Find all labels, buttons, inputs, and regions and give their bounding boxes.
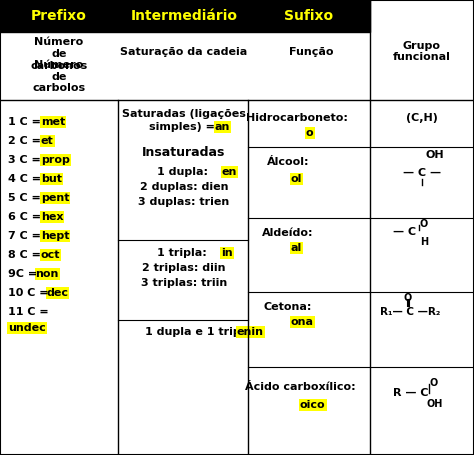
Text: 4 C =: 4 C = [8,174,45,184]
Text: 3 triplas: triin: 3 triplas: triin [141,278,227,288]
Text: Função: Função [289,47,333,57]
Text: H: H [420,237,428,247]
Text: o: o [306,128,314,138]
Text: Aldeído:: Aldeído: [262,228,314,238]
Text: — C: — C [393,227,416,237]
Text: Prefixo: Prefixo [31,9,87,23]
Text: carbonos: carbonos [30,61,88,71]
Text: 1 dupla:: 1 dupla: [156,167,211,177]
Text: Grupo: Grupo [403,41,441,51]
Text: R₁— C —R₂: R₁— C —R₂ [380,307,440,317]
Text: prop: prop [41,155,70,165]
Text: 5 C =: 5 C = [8,193,45,203]
Text: 1 dupla e 1 tripla:: 1 dupla e 1 tripla: [145,327,260,337]
Text: 2 C =: 2 C = [8,136,45,146]
Text: non: non [36,269,59,279]
Text: in: in [221,248,233,258]
Text: 2 triplas: diin: 2 triplas: diin [142,263,226,273]
Text: en: en [222,167,237,177]
Text: funcional: funcional [393,52,451,62]
Text: ol: ol [291,174,302,184]
Text: an: an [215,122,230,132]
Text: oct: oct [41,250,61,260]
Text: O: O [404,293,412,303]
Text: — C —: — C — [403,168,441,178]
Text: de: de [51,49,67,59]
Text: ona: ona [291,317,314,327]
Text: Insaturadas: Insaturadas [142,146,226,158]
Text: Hidrocarboneto:: Hidrocarboneto: [246,113,348,123]
Text: Álcool:: Álcool: [267,157,309,167]
Text: simples) =: simples) = [149,122,219,132]
Text: 10 C =: 10 C = [8,288,52,298]
Text: 9C =: 9C = [8,269,41,279]
Text: hept: hept [41,231,70,241]
Text: (C,H): (C,H) [406,113,438,123]
Text: 11 C =: 11 C = [8,307,49,317]
Text: 1 C =: 1 C = [8,117,45,127]
Text: Sufixo: Sufixo [284,9,334,23]
Text: dec: dec [46,288,69,298]
Text: al: al [291,243,302,253]
Text: Saturadas (ligações: Saturadas (ligações [122,109,246,119]
Text: but: but [41,174,62,184]
Text: enin: enin [237,327,264,337]
Text: OH: OH [426,150,444,160]
Text: Ácido carboxílico:: Ácido carboxílico: [245,382,356,392]
Text: 8 C =: 8 C = [8,250,45,260]
Bar [0,0,370,32]
Text: Intermediário: Intermediário [130,9,237,23]
Text: 6 C =: 6 C = [8,212,45,222]
Text: et: et [41,136,54,146]
Text: O: O [420,219,428,229]
Text: oico: oico [300,400,326,410]
Text: OH: OH [427,399,443,409]
Text: Saturação da cadeia: Saturação da cadeia [120,47,247,57]
Text: met: met [41,117,65,127]
Text: Número
de
carbolos: Número de carbolos [32,60,86,93]
Text: 3 C =: 3 C = [8,155,45,165]
Text: Número: Número [35,37,83,47]
Text: undec: undec [8,323,46,333]
Text: 7 C =: 7 C = [8,231,45,241]
Text: Cetona:: Cetona: [264,302,312,312]
Text: 1 tripla:: 1 tripla: [157,248,211,258]
Text: R — C: R — C [393,388,428,398]
Text: pent: pent [41,193,70,203]
Text: 2 duplas: dien: 2 duplas: dien [140,182,228,192]
Text: O: O [430,378,438,388]
Text: hex: hex [41,212,64,222]
Text: 3 duplas: trien: 3 duplas: trien [138,197,229,207]
